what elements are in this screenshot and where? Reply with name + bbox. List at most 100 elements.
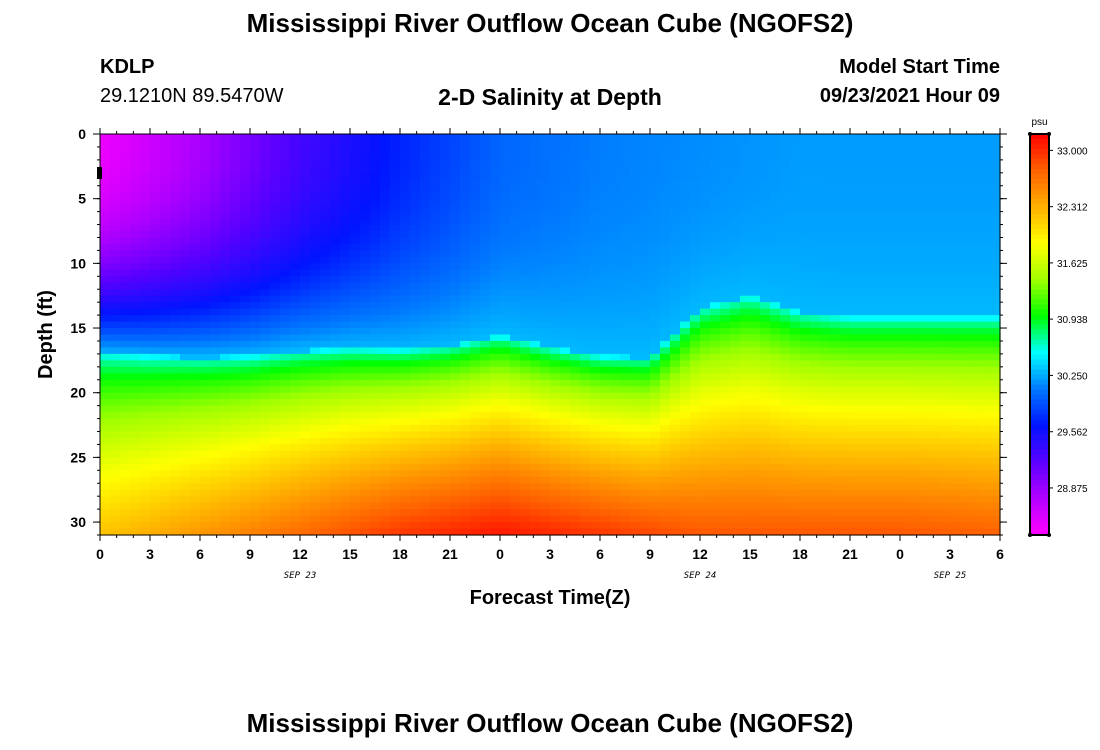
heatmap-cell: [660, 334, 671, 342]
heatmap-cell: [210, 302, 221, 310]
heatmap-cell: [740, 211, 751, 219]
heatmap-cell: [670, 295, 681, 303]
heatmap-cell: [700, 192, 711, 200]
heatmap-cell: [550, 134, 561, 142]
heatmap-cell: [160, 386, 171, 394]
heatmap-cell: [140, 166, 151, 174]
heatmap-cell: [160, 360, 171, 368]
heatmap-cell: [730, 418, 741, 426]
heatmap-cell: [580, 379, 591, 387]
heatmap-cell: [530, 489, 541, 497]
heatmap-cell: [820, 522, 831, 530]
heatmap-cell: [420, 457, 431, 465]
heatmap-cell: [660, 256, 671, 264]
heatmap-cell: [760, 399, 771, 407]
heatmap-cell: [800, 515, 811, 523]
heatmap-cell: [200, 360, 211, 368]
heatmap-cell: [380, 192, 391, 200]
heatmap-cell: [880, 134, 891, 142]
heatmap-cell: [180, 470, 191, 478]
heatmap-cell: [160, 205, 171, 213]
heatmap-cell: [780, 328, 791, 336]
heatmap-cell: [560, 134, 571, 142]
heatmap-cell: [220, 418, 231, 426]
heatmap-cell: [700, 321, 711, 329]
heatmap-cell: [710, 134, 721, 142]
heatmap-cell: [600, 198, 611, 206]
heatmap-cell: [400, 211, 411, 219]
heatmap-cell: [400, 528, 411, 536]
heatmap-cell: [640, 185, 651, 193]
heatmap-cell: [410, 392, 421, 400]
heatmap-cell: [110, 224, 121, 232]
heatmap-cell: [660, 159, 671, 167]
heatmap-cell: [740, 328, 751, 336]
heatmap-cell: [610, 295, 621, 303]
heatmap-cell: [510, 328, 521, 336]
heatmap-cell: [440, 211, 451, 219]
heatmap-cell: [470, 256, 481, 264]
heatmap-cell: [760, 444, 771, 452]
heatmap-cell: [320, 263, 331, 271]
heatmap-cell: [760, 211, 771, 219]
heatmap-cell: [420, 476, 431, 484]
heatmap-cell: [710, 431, 721, 439]
heatmap-cell: [410, 373, 421, 381]
heatmap-cell: [850, 198, 861, 206]
heatmap-cell: [310, 425, 321, 433]
heatmap-cell: [260, 353, 271, 361]
heatmap-cell: [640, 237, 651, 245]
heatmap-cell: [600, 302, 611, 310]
heatmap-cell: [220, 470, 231, 478]
heatmap-cell: [560, 179, 571, 187]
heatmap-cell: [230, 269, 241, 277]
heatmap-cell: [190, 502, 201, 510]
heatmap-cell: [790, 224, 801, 232]
heatmap-cell: [790, 159, 801, 167]
heatmap-cell: [300, 276, 311, 284]
heatmap-cell: [450, 457, 461, 465]
heatmap-cell: [310, 153, 321, 161]
heatmap-cell: [240, 522, 251, 530]
heatmap-cell: [380, 412, 391, 420]
heatmap-cell: [690, 185, 701, 193]
heatmap-cell: [410, 450, 421, 458]
heatmap-cell: [240, 431, 251, 439]
heatmap-cell: [480, 431, 491, 439]
heatmap-cell: [540, 302, 551, 310]
heatmap-cell: [540, 386, 551, 394]
heatmap-cell: [630, 360, 641, 368]
heatmap-cell: [190, 250, 201, 258]
heatmap-cell: [100, 405, 111, 413]
heatmap-cell: [410, 166, 421, 174]
heatmap-cell: [550, 347, 561, 355]
heatmap-cell: [230, 302, 241, 310]
heatmap-cell: [760, 198, 771, 206]
heatmap-cell: [370, 237, 381, 245]
heatmap-cell: [890, 315, 901, 323]
heatmap-cell: [610, 489, 621, 497]
heatmap-cell: [860, 431, 871, 439]
heatmap-cell: [850, 282, 861, 290]
heatmap-cell: [890, 360, 901, 368]
heatmap-cell: [520, 295, 531, 303]
heatmap-cell: [330, 483, 341, 491]
heatmap-cell: [310, 515, 321, 523]
heatmap-cell: [550, 412, 561, 420]
heatmap-cell: [460, 321, 471, 329]
heatmap-cell: [200, 457, 211, 465]
heatmap-cell: [460, 463, 471, 471]
heatmap-cell: [790, 289, 801, 297]
heatmap-cell: [300, 386, 311, 394]
heatmap-cell: [310, 308, 321, 316]
heatmap-cell: [900, 179, 911, 187]
heatmap-cell: [790, 489, 801, 497]
heatmap-cell: [710, 185, 721, 193]
heatmap-cell: [120, 302, 131, 310]
heatmap-cell: [390, 179, 401, 187]
heatmap-cell: [240, 405, 251, 413]
heatmap-cell: [340, 211, 351, 219]
heatmap-cell: [560, 328, 571, 336]
heatmap-cell: [710, 463, 721, 471]
heatmap-cell: [670, 360, 681, 368]
